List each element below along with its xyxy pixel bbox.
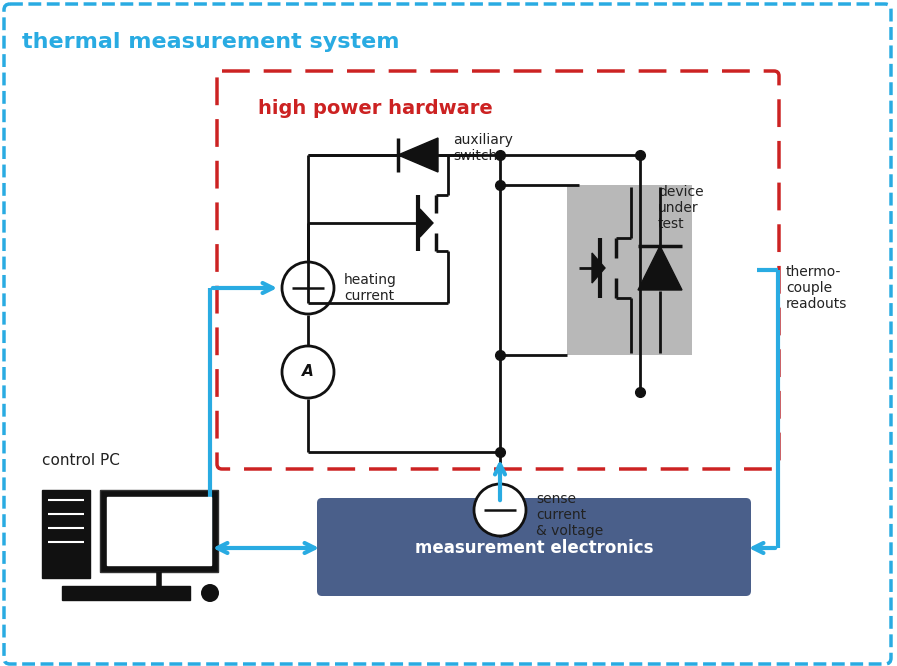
Circle shape [201,584,219,602]
Text: sense
current
& voltage: sense current & voltage [536,492,604,538]
Circle shape [474,484,526,536]
Text: auxiliary
switch: auxiliary switch [453,133,513,163]
Bar [62,586,190,600]
Polygon shape [398,138,438,172]
Polygon shape [420,209,433,237]
Text: control PC: control PC [42,453,120,468]
Bar [567,185,692,355]
Text: A: A [302,364,314,380]
Bar [107,497,211,565]
FancyBboxPatch shape [4,4,891,664]
Text: thermal measurement system: thermal measurement system [22,32,399,52]
Bar [100,490,218,572]
Text: measurement electronics: measurement electronics [414,539,653,557]
Text: thermo-
couple
readouts: thermo- couple readouts [786,265,848,312]
FancyBboxPatch shape [317,498,751,596]
Text: heating
current: heating current [344,273,396,303]
Bar [42,490,90,578]
Text: device
under
test: device under test [658,185,703,231]
Polygon shape [638,246,682,290]
Text: high power hardware: high power hardware [258,99,492,117]
Circle shape [282,262,334,314]
Polygon shape [592,253,605,283]
Circle shape [282,346,334,398]
